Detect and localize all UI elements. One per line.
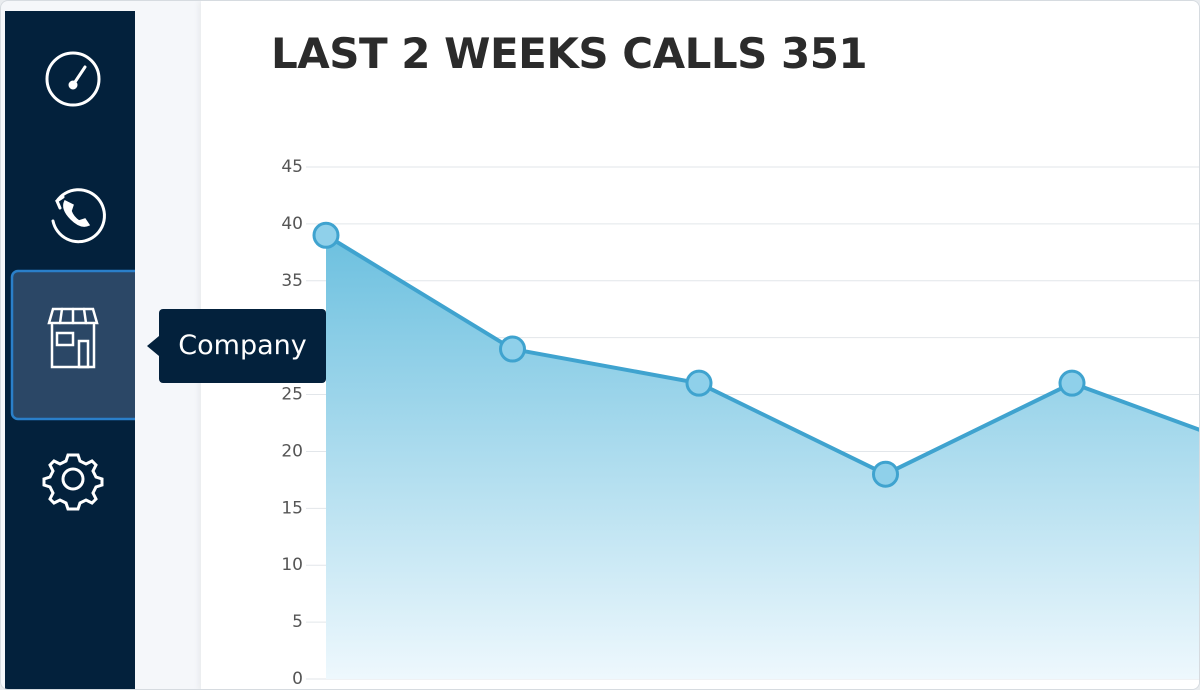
y-tick-label: 15 (281, 498, 303, 518)
company-icon[interactable] (47, 307, 99, 369)
y-tick-label: 10 (281, 555, 303, 575)
y-tick-label: 40 (281, 214, 303, 234)
y-tick-label: 35 (281, 271, 303, 291)
sidebar-icons (10, 51, 135, 511)
y-tick-label: 20 (281, 441, 303, 461)
y-tick-label: 5 (292, 612, 303, 632)
data-point (685, 369, 713, 397)
area-fill (326, 235, 1199, 679)
calls-icon[interactable] (51, 188, 106, 244)
tooltip: Company (159, 309, 326, 383)
chart-title: LAST 2 WEEKS CALLS 351 (271, 29, 868, 78)
data-point (1058, 369, 1086, 397)
y-tick-label: 45 (281, 157, 303, 177)
sidebar (5, 11, 135, 689)
settings-icon[interactable] (42, 453, 104, 511)
dashboard-icon[interactable] (45, 51, 101, 107)
y-tick-label: 0 (292, 669, 303, 689)
y-tick-label: 25 (281, 385, 303, 405)
data-point (312, 221, 340, 249)
data-point (499, 335, 526, 363)
line (324, 233, 1199, 477)
tooltip-arrow (147, 336, 159, 356)
data-point (872, 460, 899, 488)
